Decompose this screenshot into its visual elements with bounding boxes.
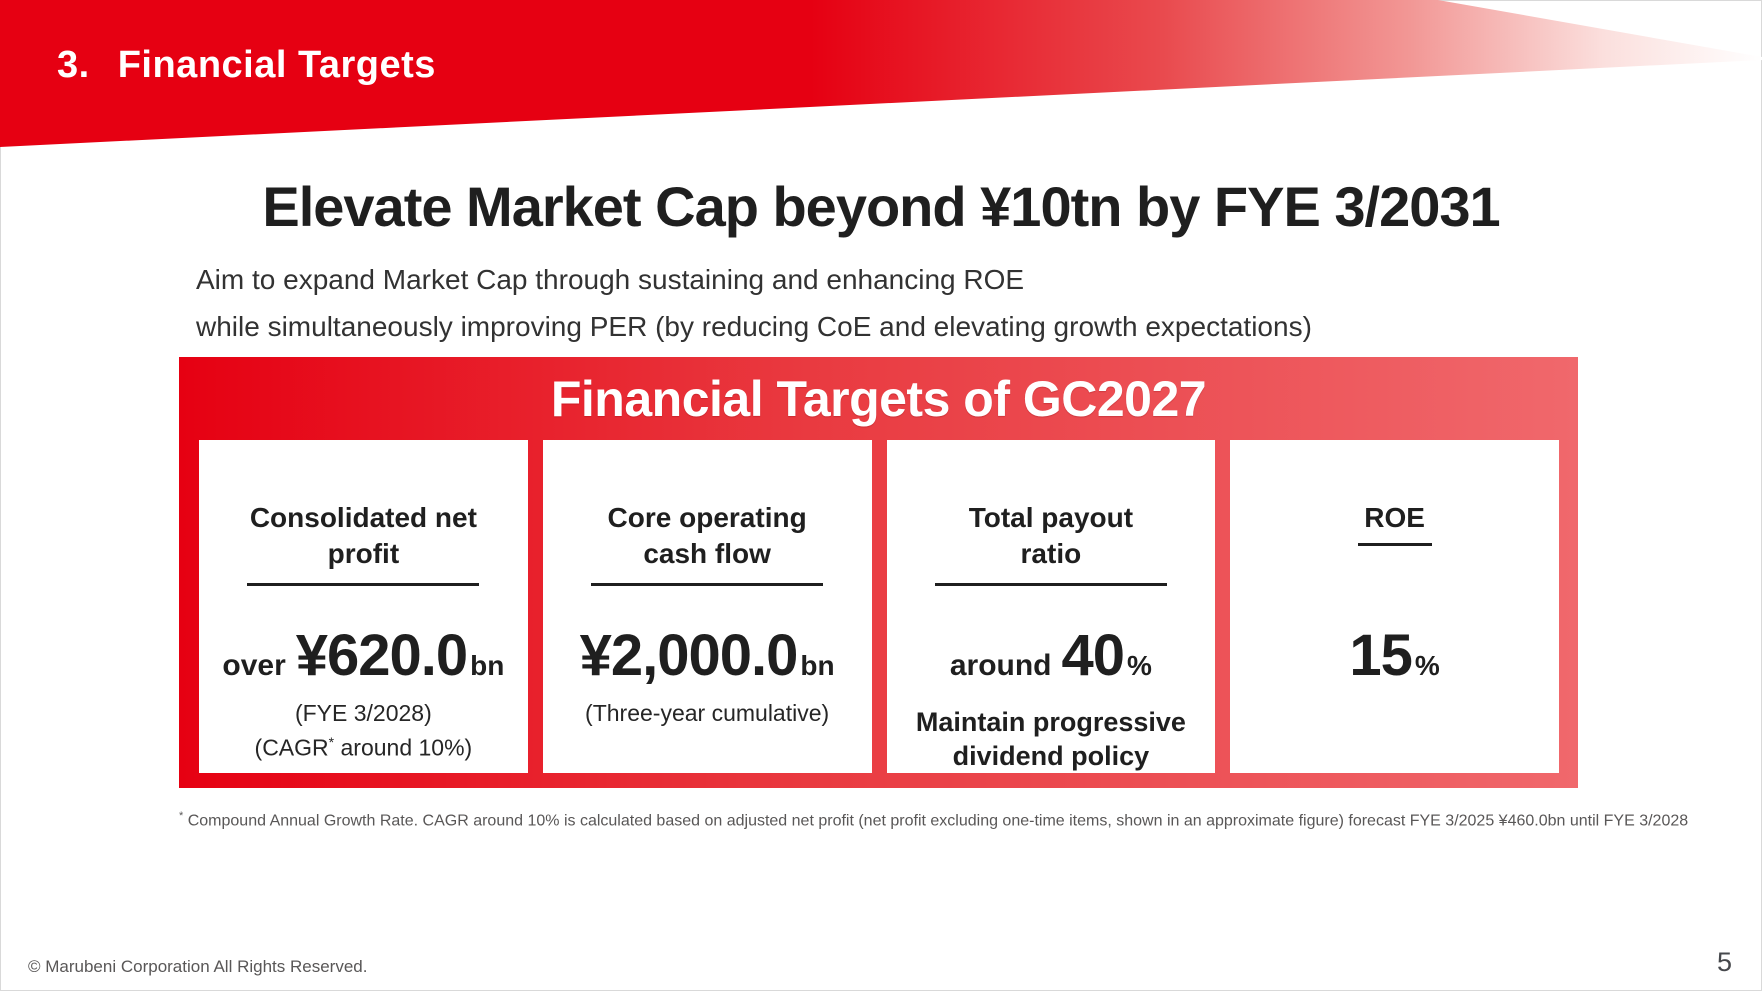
metric-heading: ROE [1364,502,1425,533]
subtitle-line-1: Aim to expand Market Cap through sustain… [196,264,1025,295]
value-suffix: % [1127,650,1152,681]
metric-card-payout-ratio: Total payout ratio around 40 % Maintain … [886,440,1216,773]
footer-copyright: © Marubeni Corporation All Rights Reserv… [28,957,368,976]
heading-underline [1357,543,1432,546]
metric-heading-wrap: Total payout ratio [934,474,1167,586]
metric-value: over ¥620.0 bn [222,622,504,689]
financial-targets-box: Financial Targets of GC2027 Consolidated… [179,357,1578,788]
value-big: ¥2,000.0 [579,623,799,688]
value-suffix: % [1414,650,1440,681]
metric-heading-wrap: ROE [1357,474,1432,586]
value-suffix: bn [800,650,835,681]
slide-title: Elevate Market Cap beyond ¥10tn by FYE 3… [262,175,1500,238]
metric-value: around 40 % [950,622,1152,689]
heading-underline [591,583,824,586]
value-big: 15 [1349,623,1413,688]
metric-note: (CAGR* around 10%) [254,734,473,761]
value-big: ¥620.0 [295,623,468,688]
section-number: 3. [57,44,90,86]
subtitle: Aim to expand Market Cap through sustain… [196,256,1312,350]
metric-heading: Total payout ratio [968,502,1134,569]
metric-heading-wrap: Consolidated net profit [247,474,480,586]
metric-card-net-profit: Consolidated net profit over ¥620.0 bn (… [199,440,528,773]
value-prefix: around [949,649,1052,682]
page-number: 5 [1716,947,1732,977]
metric-note: (Three-year cumulative) [585,700,830,726]
metric-card-roe: ROE 15 % [1230,440,1559,773]
footnote: * Compound Annual Growth Rate. CAGR arou… [179,810,1689,830]
value-big: 40 [1061,623,1126,688]
subtitle-line-2: while simultaneously improving PER (by r… [196,311,1312,342]
footnote-asterisk: * [179,810,184,822]
heading-underline [934,583,1167,586]
section-heading: 3. Financial Targets [57,44,436,87]
cagr-asterisk: * [328,734,335,750]
heading-underline [247,583,480,586]
metric-note-bold: Maintain progressive dividend policy [915,707,1186,771]
metric-heading-wrap: Core operating cash flow [591,474,824,586]
metric-value: ¥2,000.0 bn [580,622,835,689]
section-title: Financial Targets [117,44,436,86]
metric-note: (FYE 3/2028) [294,700,432,726]
metric-card-cash-flow: Core operating cash flow ¥2,000.0 bn (Th… [542,440,872,773]
header-banner: 3. Financial Targets [0,0,1762,147]
value-prefix: over [222,649,286,682]
targets-box-title: Financial Targets of GC2027 [550,370,1207,427]
metric-heading: Consolidated net profit [249,502,477,569]
metric-heading: Core operating cash flow [607,502,807,569]
value-suffix: bn [470,650,505,681]
metric-value: 15 % [1349,622,1439,689]
metric-cards-row: Consolidated net profit over ¥620.0 bn (… [179,440,1578,788]
